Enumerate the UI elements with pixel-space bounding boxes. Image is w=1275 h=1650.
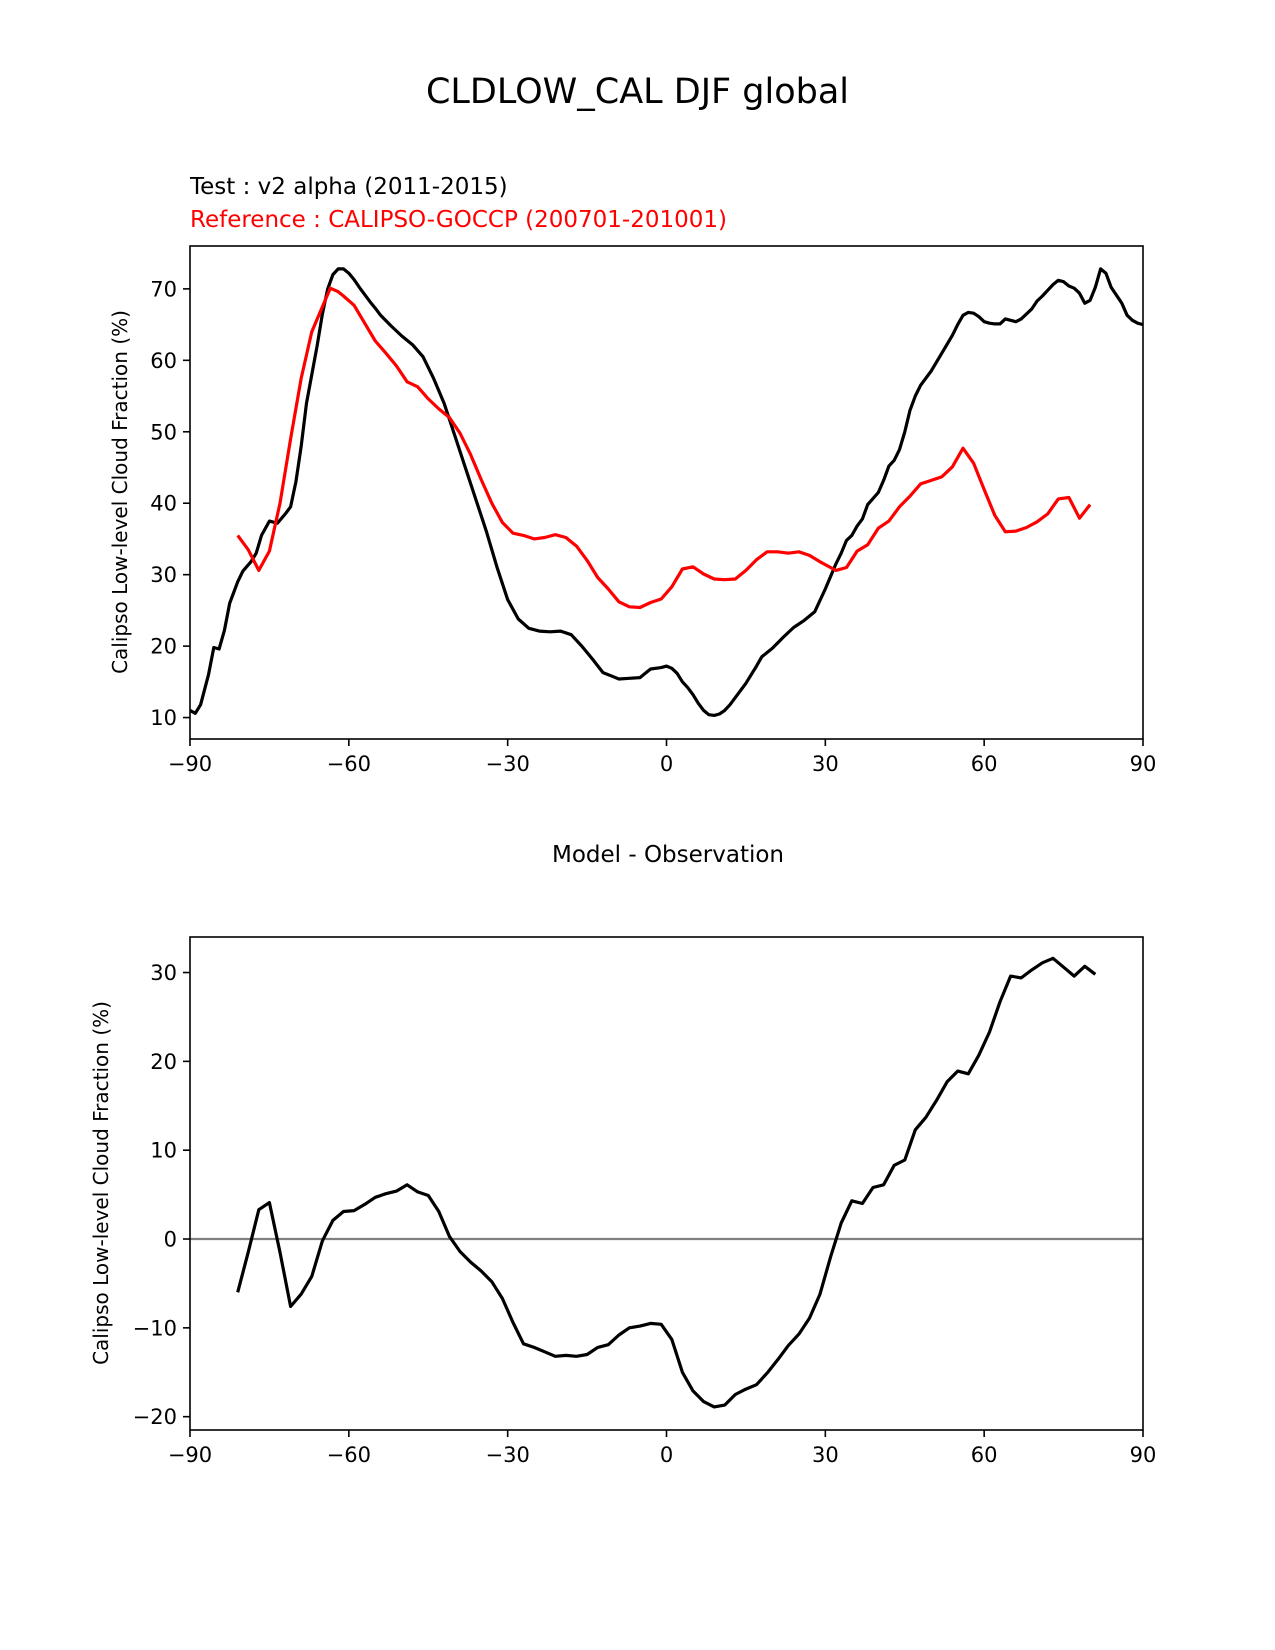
y-tick-label: 40 (150, 492, 177, 516)
test-label: Test : v2 alpha (2011-2015) (190, 174, 508, 200)
x-tick-label: −60 (327, 752, 371, 776)
y-axis-label: Calipso Low-level Cloud Fraction (%) (108, 310, 132, 674)
y-tick-label: −10 (133, 1316, 177, 1340)
y-tick-label: 20 (150, 1050, 177, 1074)
y-tick-label: 30 (150, 961, 177, 985)
y-axis-label: Calipso Low-level Cloud Fraction (%) (89, 1001, 113, 1365)
series-line-1-2 (236, 286, 1092, 610)
y-tick-label: 50 (150, 420, 177, 444)
x-tick-label: −90 (168, 1443, 212, 1467)
y-tick-label: 10 (150, 1139, 177, 1163)
x-tick-label: −90 (168, 752, 212, 776)
figure-title: CLDLOW_CAL DJF global (425, 72, 850, 112)
x-tick-label: 0 (660, 1443, 673, 1467)
series-line-2-1 (236, 956, 1097, 1409)
x-tick-label: −30 (486, 1443, 530, 1467)
y-tick-label: 30 (150, 563, 177, 587)
x-tick-label: 30 (812, 752, 839, 776)
panel-2: −90 −60 −30 0 30 60 90 −20 −10 0 10 20 30 Calipso Low… (89, 936, 1157, 1467)
x-tick-label: 60 (971, 1443, 998, 1467)
x-tick-label: 90 (1130, 752, 1157, 776)
x-tick-label: 30 (812, 1443, 839, 1467)
y-tick-label: 0 (164, 1228, 177, 1252)
y-tick-label: 60 (150, 349, 177, 373)
series-line-1-1 (190, 267, 1143, 717)
x-tick-label: 60 (971, 752, 998, 776)
panel-title-difference: Model - Observation (551, 842, 785, 868)
x-tick-label: 90 (1130, 1443, 1157, 1467)
x-tick-label: 0 (660, 752, 673, 776)
y-tick-label: 20 (150, 635, 177, 659)
x-tick-label: −30 (486, 752, 530, 776)
y-tick-label: 70 (150, 277, 177, 301)
reference-label: Reference : CALIPSO-GOCCP (200701-201001… (190, 207, 728, 233)
y-tick-label: 10 (150, 706, 177, 730)
plot-frame (189, 936, 1144, 1431)
x-tick-label: −60 (327, 1443, 371, 1467)
y-tick-label: −20 (133, 1405, 177, 1429)
panel-1: −90 −60 −30 0 30 60 90 10 20 30 40 50 60 70 Calipso Lo… (108, 245, 1157, 776)
